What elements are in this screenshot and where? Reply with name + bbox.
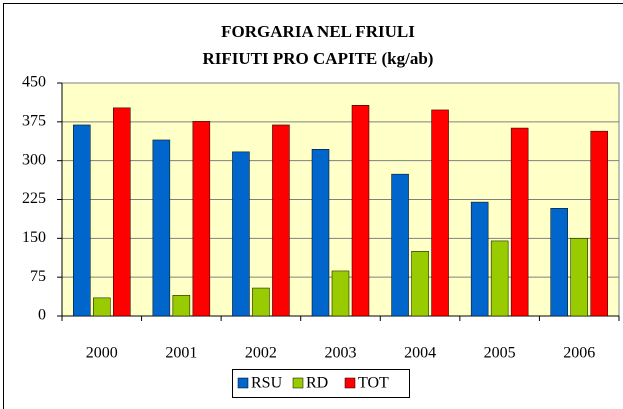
x-tick-label: 2003 xyxy=(325,345,357,362)
bar xyxy=(73,124,91,317)
bar xyxy=(272,124,290,317)
bar xyxy=(232,151,250,317)
bar xyxy=(550,208,568,317)
bar xyxy=(411,251,429,317)
bar xyxy=(490,240,509,317)
bar xyxy=(470,201,489,317)
legend-swatch xyxy=(344,377,356,389)
bar xyxy=(192,121,211,317)
bar xyxy=(311,149,330,317)
bar xyxy=(590,130,608,317)
x-tick-label: 2006 xyxy=(563,345,595,362)
bar xyxy=(152,139,171,317)
legend-label: RSU xyxy=(251,375,283,392)
y-tick-label: 150 xyxy=(22,229,46,246)
y-tick-label: 225 xyxy=(22,190,46,207)
bar xyxy=(331,270,350,317)
chart-subtitle: RIFIUTI PRO CAPITE (kg/ab) xyxy=(203,49,434,68)
y-tick-label: 0 xyxy=(38,307,46,324)
x-tick-label: 2001 xyxy=(165,345,197,362)
bar xyxy=(391,173,409,317)
bar xyxy=(172,295,191,317)
bar xyxy=(351,105,370,317)
bar xyxy=(93,297,111,317)
y-tick-label: 300 xyxy=(22,151,46,168)
bar xyxy=(510,127,529,317)
x-tick-label: 2005 xyxy=(484,345,516,362)
bar xyxy=(431,109,449,317)
x-tick-label: 2002 xyxy=(245,345,277,362)
x-tick-label: 2004 xyxy=(404,345,436,362)
chart-title: FORGARIA NEL FRIULI xyxy=(221,22,415,41)
x-tick-label: 2000 xyxy=(86,345,118,362)
legend-swatch xyxy=(292,377,304,389)
legend-swatch xyxy=(237,377,249,389)
legend-label: RD xyxy=(306,375,328,392)
bar xyxy=(570,238,588,317)
y-tick-label: 450 xyxy=(22,74,46,91)
legend-box xyxy=(232,369,410,398)
y-tick-label: 375 xyxy=(22,113,46,130)
y-tick-label: 75 xyxy=(30,268,46,285)
legend-label: TOT xyxy=(358,375,389,392)
bar xyxy=(252,287,270,317)
bar xyxy=(113,107,131,317)
